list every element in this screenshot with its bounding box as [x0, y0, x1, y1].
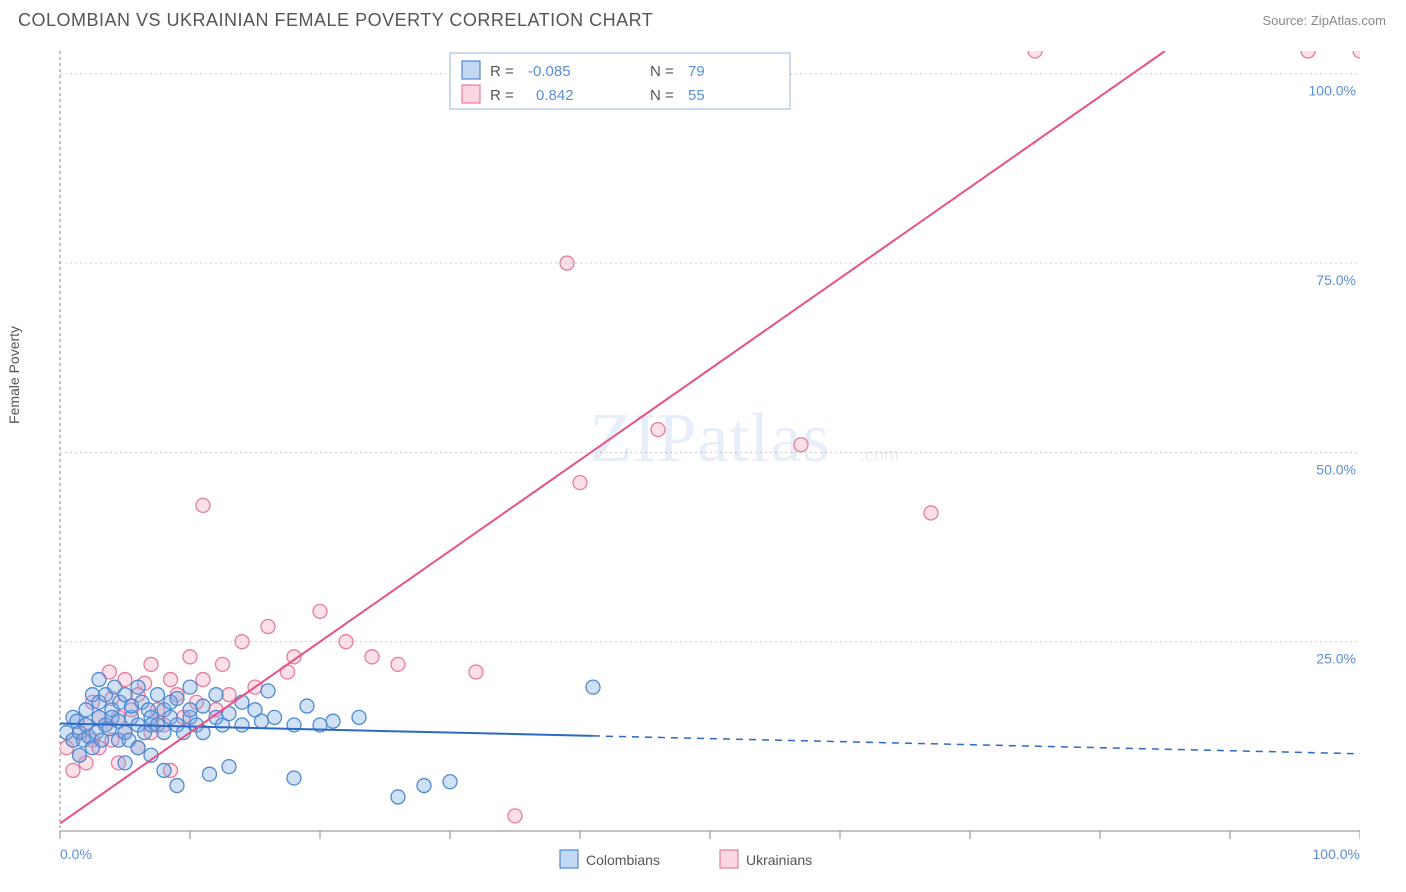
- scatter-point-ukrainians: [339, 635, 353, 649]
- scatter-point-ukrainians: [66, 763, 80, 777]
- legend-swatch-colombians: [462, 61, 480, 79]
- scatter-point-colombians: [203, 767, 217, 781]
- scatter-point-colombians: [170, 779, 184, 793]
- scatter-point-colombians: [300, 699, 314, 713]
- scatter-point-ukrainians: [216, 657, 230, 671]
- scatter-point-ukrainians: [183, 650, 197, 664]
- scatter-chart: 25.0% 50.0% 75.0% 100.0% ZIPatlas .com 0.0% 100…: [20, 41, 1360, 889]
- scatter-point-ukrainians: [261, 620, 275, 634]
- scatter-point-colombians: [268, 710, 282, 724]
- scatter-point-ukrainians: [924, 506, 938, 520]
- bottom-legend-colombians: Colombians: [586, 852, 660, 868]
- scatter-point-colombians: [443, 775, 457, 789]
- source-prefix: Source:: [1262, 13, 1310, 28]
- stat-n-ukrainians: 55: [688, 87, 705, 104]
- bottom-swatch-ukrainians: [720, 850, 738, 868]
- scatter-point-colombians: [326, 714, 340, 728]
- scatter-point-colombians: [170, 691, 184, 705]
- scatter-point-ukrainians: [560, 256, 574, 270]
- scatter-point-colombians: [235, 718, 249, 732]
- y-axis-label: Female Poverty: [6, 326, 22, 424]
- scatter-point-colombians: [92, 673, 106, 687]
- chart-title: COLOMBIAN VS UKRAINIAN FEMALE POVERTY CO…: [18, 10, 653, 31]
- y-tick-label: 100.0%: [1309, 83, 1356, 99]
- scatter-point-ukrainians: [196, 498, 210, 512]
- x-tick-label: 100.0%: [1313, 846, 1360, 862]
- scatter-point-ukrainians: [508, 809, 522, 823]
- scatter-point-ukrainians: [1028, 44, 1042, 58]
- legend-swatch-ukrainians: [462, 85, 480, 103]
- stat-n-label: N =: [650, 63, 674, 80]
- stat-r-ukrainians: 0.842: [536, 87, 574, 104]
- scatter-point-colombians: [183, 680, 197, 694]
- scatter-point-ukrainians: [144, 657, 158, 671]
- scatter-point-colombians: [151, 688, 165, 702]
- plot-area: Female Poverty 25.0%50.0%75.0%100.0%ZIPa…: [20, 41, 1386, 889]
- stat-n-colombians: 79: [688, 63, 705, 80]
- y-tick-label: 75.0%: [1316, 272, 1356, 288]
- scatter-point-colombians: [79, 703, 93, 717]
- scatter-point-ukrainians: [469, 665, 483, 679]
- scatter-point-colombians: [157, 763, 171, 777]
- scatter-point-colombians: [287, 771, 301, 785]
- scatter-point-colombians: [417, 779, 431, 793]
- scatter-point-colombians: [157, 726, 171, 740]
- bottom-legend-ukrainians: Ukrainians: [746, 852, 812, 868]
- scatter-point-colombians: [131, 741, 145, 755]
- scatter-point-colombians: [255, 714, 269, 728]
- stat-r-label: R =: [490, 63, 514, 80]
- source-label: Source: ZipAtlas.com: [1262, 13, 1386, 28]
- trendline-dash-colombians: [593, 736, 1360, 754]
- scatter-point-colombians: [222, 760, 236, 774]
- scatter-point-colombians: [131, 680, 145, 694]
- scatter-point-colombians: [118, 756, 132, 770]
- scatter-point-ukrainians: [391, 657, 405, 671]
- scatter-point-colombians: [391, 790, 405, 804]
- scatter-point-ukrainians: [573, 476, 587, 490]
- scatter-point-colombians: [183, 703, 197, 717]
- scatter-point-ukrainians: [651, 423, 665, 437]
- scatter-point-ukrainians: [794, 438, 808, 452]
- scatter-point-ukrainians: [1301, 44, 1315, 58]
- scatter-point-ukrainians: [313, 604, 327, 618]
- trendline-ukrainians: [60, 51, 1165, 823]
- scatter-point-colombians: [196, 699, 210, 713]
- x-tick-label: 0.0%: [60, 846, 92, 862]
- scatter-point-ukrainians: [164, 673, 178, 687]
- scatter-point-colombians: [209, 688, 223, 702]
- stat-r-colombians: -0.085: [528, 63, 571, 80]
- bottom-swatch-colombians: [560, 850, 578, 868]
- scatter-point-ukrainians: [222, 688, 236, 702]
- scatter-point-colombians: [261, 684, 275, 698]
- stat-r-label: R =: [490, 87, 514, 104]
- scatter-point-ukrainians: [365, 650, 379, 664]
- y-tick-label: 25.0%: [1316, 651, 1356, 667]
- scatter-point-ukrainians: [1353, 44, 1360, 58]
- chart-header: COLOMBIAN VS UKRAINIAN FEMALE POVERTY CO…: [0, 0, 1406, 37]
- scatter-point-ukrainians: [196, 673, 210, 687]
- watermark-text: ZIPatlas: [589, 400, 830, 477]
- scatter-point-colombians: [352, 710, 366, 724]
- watermark-sub: .com: [860, 445, 899, 465]
- y-tick-label: 50.0%: [1316, 461, 1356, 477]
- scatter-point-colombians: [73, 748, 87, 762]
- source-name: ZipAtlas.com: [1311, 13, 1386, 28]
- scatter-point-ukrainians: [235, 635, 249, 649]
- stat-n-label: N =: [650, 87, 674, 104]
- scatter-point-colombians: [586, 680, 600, 694]
